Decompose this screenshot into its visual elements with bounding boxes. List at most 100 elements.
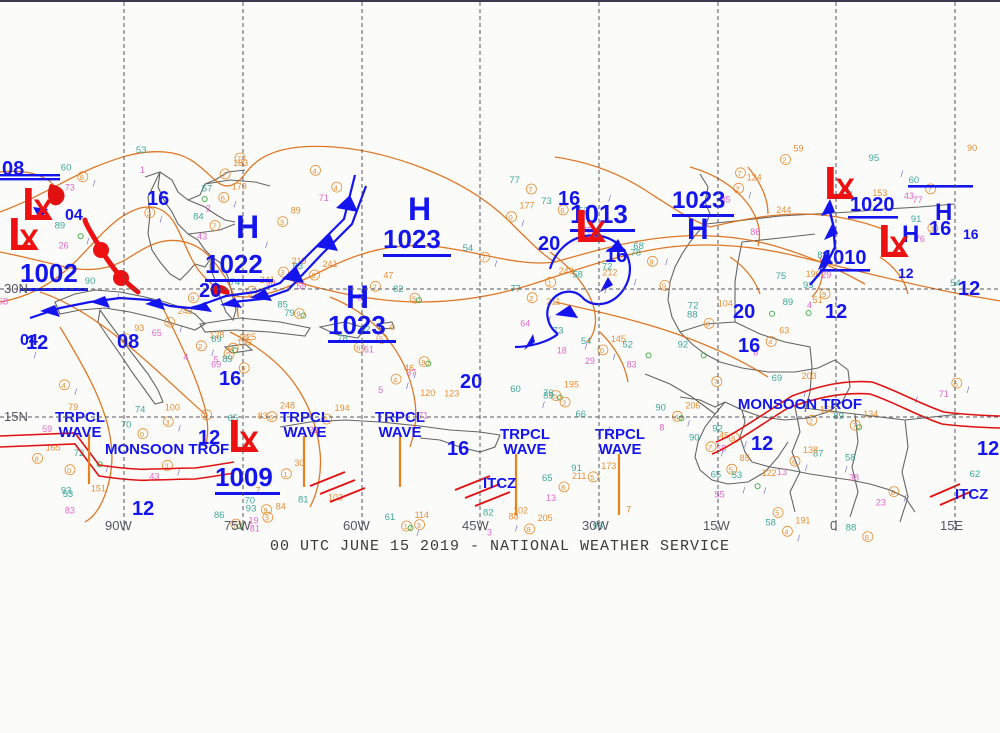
- svg-text:13: 13: [546, 493, 556, 503]
- svg-text:0: 0: [600, 346, 604, 355]
- svg-text:4: 4: [807, 300, 812, 310]
- svg-text:1023: 1023: [328, 310, 386, 340]
- svg-text:H: H: [408, 191, 431, 227]
- svg-text:138: 138: [803, 445, 818, 455]
- svg-text:93: 93: [246, 503, 257, 514]
- svg-text:84: 84: [193, 212, 204, 223]
- svg-text:4: 4: [183, 352, 188, 362]
- svg-text:/: /: [515, 524, 518, 534]
- svg-text:13: 13: [777, 467, 787, 477]
- svg-text:134: 134: [863, 409, 878, 419]
- svg-text:203: 203: [802, 371, 817, 381]
- svg-text:89: 89: [291, 206, 301, 216]
- svg-text:WAVE: WAVE: [378, 424, 421, 441]
- svg-text:4: 4: [393, 375, 397, 384]
- svg-text:12: 12: [198, 427, 220, 449]
- svg-text:88: 88: [509, 511, 519, 521]
- svg-text:92: 92: [678, 339, 689, 350]
- svg-text:6: 6: [792, 457, 796, 466]
- svg-text:5: 5: [412, 294, 416, 303]
- svg-text:3: 3: [165, 418, 169, 427]
- svg-text:7: 7: [852, 421, 856, 430]
- svg-text:WAVE: WAVE: [503, 441, 546, 458]
- svg-text:90: 90: [655, 402, 666, 413]
- svg-text:194: 194: [335, 403, 350, 413]
- svg-text:MONSOON TROF: MONSOON TROF: [738, 396, 862, 413]
- svg-text:104: 104: [718, 298, 733, 308]
- svg-text:38: 38: [849, 473, 859, 483]
- svg-text:08: 08: [117, 331, 139, 353]
- svg-text:65: 65: [152, 328, 162, 338]
- svg-text:6: 6: [221, 194, 225, 203]
- svg-text:2: 2: [206, 203, 211, 213]
- svg-text:WAVE: WAVE: [58, 424, 101, 441]
- svg-text:83: 83: [627, 359, 637, 369]
- svg-text:15N: 15N: [4, 409, 28, 424]
- svg-text:8: 8: [35, 455, 39, 464]
- svg-text:7: 7: [708, 443, 712, 452]
- svg-text:/: /: [87, 236, 90, 246]
- svg-text:177: 177: [520, 201, 535, 211]
- svg-text:/: /: [522, 219, 525, 229]
- svg-text:120: 120: [420, 388, 435, 398]
- svg-text:0: 0: [67, 466, 71, 475]
- svg-text:90: 90: [85, 276, 96, 287]
- svg-text:60: 60: [61, 163, 72, 174]
- svg-text:114: 114: [415, 510, 429, 520]
- svg-text:124: 124: [747, 172, 762, 182]
- svg-text:43: 43: [197, 232, 207, 242]
- svg-text:100: 100: [165, 402, 180, 412]
- svg-text:53: 53: [136, 145, 147, 156]
- svg-text:45W: 45W: [462, 518, 489, 533]
- svg-text:/: /: [406, 381, 409, 391]
- svg-text:243: 243: [559, 266, 574, 276]
- svg-text:59: 59: [794, 144, 804, 154]
- svg-text:04: 04: [20, 332, 38, 349]
- svg-text:58: 58: [765, 517, 776, 528]
- svg-text:1023: 1023: [383, 224, 441, 254]
- svg-text:151: 151: [91, 484, 106, 494]
- svg-text:1020: 1020: [850, 194, 895, 216]
- svg-text:9: 9: [190, 294, 194, 303]
- svg-text:88: 88: [846, 523, 857, 534]
- svg-text:H: H: [687, 213, 709, 246]
- svg-text:9: 9: [296, 310, 300, 319]
- svg-text:/: /: [901, 169, 904, 179]
- svg-text:71: 71: [319, 193, 329, 203]
- svg-text:WAVE: WAVE: [283, 424, 326, 441]
- svg-text:0: 0: [204, 411, 208, 420]
- svg-text:5: 5: [378, 385, 383, 395]
- svg-text:4: 4: [784, 528, 788, 537]
- svg-text:15W: 15W: [703, 518, 730, 533]
- svg-text:8: 8: [527, 525, 531, 534]
- svg-text:85: 85: [277, 300, 288, 311]
- svg-text:04: 04: [65, 207, 83, 224]
- svg-text:58: 58: [845, 453, 856, 464]
- svg-text:2: 2: [198, 342, 202, 351]
- svg-text:71: 71: [939, 389, 949, 399]
- svg-text:16: 16: [605, 245, 627, 267]
- svg-text:2: 2: [529, 294, 533, 303]
- svg-text:/: /: [687, 418, 690, 428]
- svg-text:88: 88: [687, 309, 698, 320]
- svg-text:4: 4: [62, 381, 66, 390]
- svg-text:16: 16: [219, 368, 241, 390]
- svg-text:4: 4: [313, 167, 317, 176]
- svg-text:/: /: [160, 215, 163, 225]
- svg-text:1: 1: [548, 278, 552, 287]
- svg-text:7: 7: [626, 505, 631, 515]
- svg-text:51: 51: [813, 295, 823, 305]
- svg-text:15E: 15E: [940, 518, 963, 533]
- svg-text:75: 75: [776, 271, 787, 282]
- svg-text:89: 89: [783, 297, 794, 308]
- svg-text:9: 9: [650, 258, 654, 267]
- svg-text:/: /: [743, 486, 746, 496]
- svg-text:3: 3: [280, 218, 284, 227]
- svg-text:93: 93: [61, 486, 72, 497]
- svg-text:7: 7: [738, 169, 742, 178]
- svg-text:6: 6: [356, 344, 360, 353]
- svg-text:191: 191: [795, 515, 810, 525]
- svg-text:8: 8: [80, 173, 84, 182]
- svg-text:69: 69: [772, 373, 783, 384]
- svg-text:84: 84: [276, 501, 286, 511]
